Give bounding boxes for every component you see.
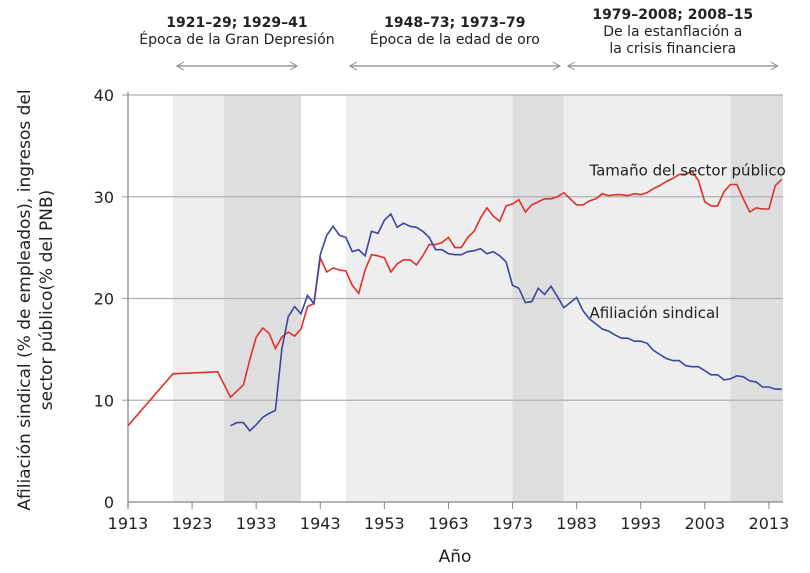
x-axis-label: Año (439, 547, 472, 567)
union-membership-line (230, 212, 782, 432)
x-tick-label: 1973 (492, 514, 533, 533)
arrow-head-right-icon (289, 61, 299, 71)
x-tick-label: 1953 (364, 514, 405, 533)
y-tick-label: 30 (94, 188, 114, 207)
period-description: Época de la edad de oro (370, 31, 540, 48)
period-title: 1979–2008; 2008–15 (592, 7, 753, 23)
x-tick-label: 1943 (300, 514, 341, 533)
y-tick-label: 0 (104, 493, 114, 512)
arrow-head-left-icon (175, 61, 185, 71)
union-membership-label: Afiliación sindical (589, 304, 719, 322)
x-tick-label: 1923 (172, 514, 213, 533)
period-description: la crisis financiera (609, 41, 736, 57)
period-title: 1948–73; 1973–79 (384, 15, 525, 31)
x-tick-label: 1913 (108, 514, 149, 533)
x-tick-label: 1993 (620, 514, 661, 533)
x-tick-label: 1933 (236, 514, 277, 533)
y-tick-label: 20 (94, 290, 114, 309)
x-tick-label: 2013 (749, 514, 790, 533)
period-description: Época de la Gran Depresión (139, 31, 334, 48)
period-title: 1921–29; 1929–41 (166, 15, 307, 31)
public-sector-label: Tamaño del sector público (588, 161, 785, 179)
arrow-head-right-icon (770, 61, 779, 71)
y-axis-label-line2: sector público(% del PNB) (37, 190, 57, 411)
y-axis-label-line1: Afiliación sindical (% de empleados), in… (15, 89, 35, 510)
arrow-head-left-icon (348, 61, 358, 71)
arrow-head-left-icon (566, 61, 576, 71)
arrow-head-right-icon (552, 61, 561, 71)
x-tick-label: 1963 (428, 514, 469, 533)
x-tick-label: 2003 (684, 514, 725, 533)
y-tick-label: 10 (94, 391, 114, 410)
y-tick-label: 40 (94, 86, 114, 105)
period-description: De la estanflación a (603, 24, 742, 40)
x-tick-label: 1983 (556, 514, 597, 533)
public-sector-line (127, 170, 783, 427)
